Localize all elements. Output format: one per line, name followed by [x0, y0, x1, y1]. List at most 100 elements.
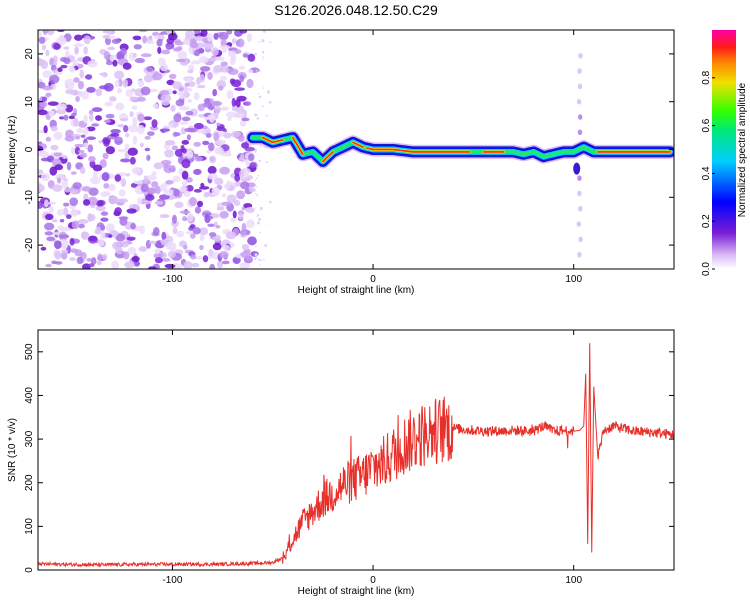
- spectrogram-noise-blob: [83, 46, 88, 55]
- spectrogram-noise-blob: [83, 142, 89, 150]
- spectrogram-noise-blob: [193, 168, 202, 175]
- spectrogram-noise-blob: [71, 112, 77, 117]
- spectrogram-noise-speck: [265, 114, 268, 117]
- spectrogram-noise-blob: [232, 256, 241, 264]
- spectrogram-noise-blob: [130, 182, 138, 188]
- spectrogram-noise-blob: [38, 30, 42, 38]
- snr-y-tick-label: 400: [24, 387, 35, 404]
- spectrogram-noise-blob: [243, 169, 249, 179]
- spectrogram-noise-blob: [116, 87, 122, 94]
- spectrogram-noise-blob: [64, 187, 71, 193]
- spectrogram-noise-blob: [140, 86, 151, 96]
- spectrogram-noise-blob: [159, 194, 170, 200]
- spectrogram-noise-blob: [69, 237, 75, 246]
- spectrogram-noise-blob: [100, 230, 106, 240]
- spectrogram-noise-blob: [60, 241, 69, 250]
- spectrogram-noise-blob: [86, 86, 96, 93]
- spectrogram-noise-blob: [49, 57, 54, 65]
- spectrogram-noise-blob: [137, 80, 145, 88]
- spectrogram-noise-blob: [137, 113, 145, 122]
- snr-y-tick-label: 200: [24, 474, 35, 491]
- spectrogram-noise-blob: [115, 233, 126, 242]
- spectrogram-noise-blob: [100, 217, 109, 222]
- spectrogram-noise-blob: [220, 61, 228, 67]
- spectrogram-noise-speck: [268, 101, 272, 104]
- snr-background: [38, 330, 674, 570]
- spectrogram-noise-blob: [239, 74, 245, 83]
- spectrogram-noise-blob: [119, 217, 128, 226]
- spectrogram-noise-blob: [70, 209, 78, 217]
- spectrogram-noise-blob: [43, 125, 48, 134]
- spectrogram-burst-core: [573, 162, 581, 175]
- spectrogram-y-axis: -20 -10 0 10 20: [24, 48, 674, 252]
- spectrogram-noise-speck: [262, 30, 266, 33]
- spectrogram-noise-blob: [100, 191, 108, 198]
- spectrogram-noise-blob: [77, 149, 85, 154]
- spectrogram-noise-blob: [218, 32, 229, 41]
- spectrogram-noise-blob: [246, 219, 255, 229]
- spectrogram-noise-blob: [80, 90, 89, 100]
- spectrogram-noise-blob: [114, 70, 125, 80]
- spectrogram-noise-blob: [38, 169, 44, 175]
- spectrogram-noise-speck: [266, 161, 269, 164]
- spectrogram-noise-blob: [154, 257, 163, 264]
- spectrogram-noise-blob: [116, 250, 123, 255]
- spectrogram-noise-blob: [96, 260, 102, 266]
- spectrogram-noise-blob: [99, 72, 108, 76]
- spectrogram-noise-blob: [133, 44, 142, 50]
- spectrogram-noise-blob: [152, 103, 159, 109]
- spectrogram-noise-blob: [52, 69, 58, 73]
- spectrogram-noise-blob: [168, 73, 177, 80]
- spectrogram-noise-blob: [66, 81, 75, 90]
- spectrogram-noise-blob: [64, 104, 74, 113]
- spectrogram-noise-blob: [183, 190, 191, 198]
- spectrogram-noise-speck: [258, 264, 261, 266]
- spectrogram-noise-blob: [227, 68, 239, 75]
- spectrogram-noise-blob: [234, 174, 241, 182]
- spectrogram-noise-blob: [182, 148, 187, 154]
- spectrogram-noise-blob: [125, 132, 130, 138]
- spectrogram-noise-blob: [212, 242, 222, 251]
- spectrogram-noise-blob: [132, 135, 138, 145]
- spectrogram-noise-blob: [105, 146, 116, 155]
- spectrogram-noise-speck: [255, 177, 258, 180]
- spectrogram-noise-blob: [104, 119, 112, 124]
- spectrogram-burst-blob: [577, 83, 583, 90]
- spectrogram-noise-blob: [183, 244, 188, 250]
- spectrogram-noise-region: [38, 30, 272, 269]
- spectrogram-noise-blob: [202, 255, 209, 263]
- spectrogram-noise-blob: [122, 251, 130, 260]
- colorbar-tick-label: 0.2: [701, 214, 712, 228]
- spectrogram-noise-blob: [214, 105, 221, 114]
- spectrogram-noise-blob: [226, 30, 233, 35]
- spectrogram-noise-blob: [105, 60, 114, 66]
- spectrogram-noise-blob: [159, 183, 168, 192]
- spectrogram-noise-blob: [76, 256, 84, 265]
- spectrogram-noise-blob: [156, 38, 163, 47]
- spectrogram-noise-blob: [179, 121, 188, 125]
- spectrogram-noise-blob: [143, 175, 149, 183]
- spectrogram-noise-blob: [203, 42, 214, 49]
- spectrogram-noise-blob: [125, 173, 131, 177]
- spectrogram-noise-blob: [70, 171, 77, 175]
- spectrogram-noise-blob: [58, 234, 70, 239]
- spectrogram-noise-blob: [40, 60, 49, 70]
- spectrogram-noise-blob: [39, 150, 50, 158]
- spectrogram-noise-blob: [154, 34, 165, 40]
- spectrogram-noise-blob: [40, 246, 47, 251]
- spectrogram-noise-blob: [154, 185, 161, 195]
- spectrogram-noise-blob: [240, 153, 245, 163]
- spectrogram-noise-blob: [185, 176, 193, 183]
- spectrogram-noise-blob: [198, 227, 209, 236]
- spectrogram-noise-blob: [189, 41, 199, 49]
- spectrogram-noise-blob: [49, 74, 60, 84]
- spectrogram-noise-blob: [219, 75, 228, 81]
- spectrogram-noise-blob: [159, 128, 171, 132]
- spectrogram-noise-blob: [114, 136, 123, 146]
- spectrogram-noise-blob: [83, 35, 91, 45]
- spectrogram-noise-blob: [42, 85, 53, 91]
- spectrogram-noise-blob: [86, 257, 92, 262]
- spectrogram-noise-blob: [207, 114, 215, 121]
- spectrogram-noise-blob: [220, 38, 227, 47]
- spectrogram-noise-blob: [144, 147, 151, 152]
